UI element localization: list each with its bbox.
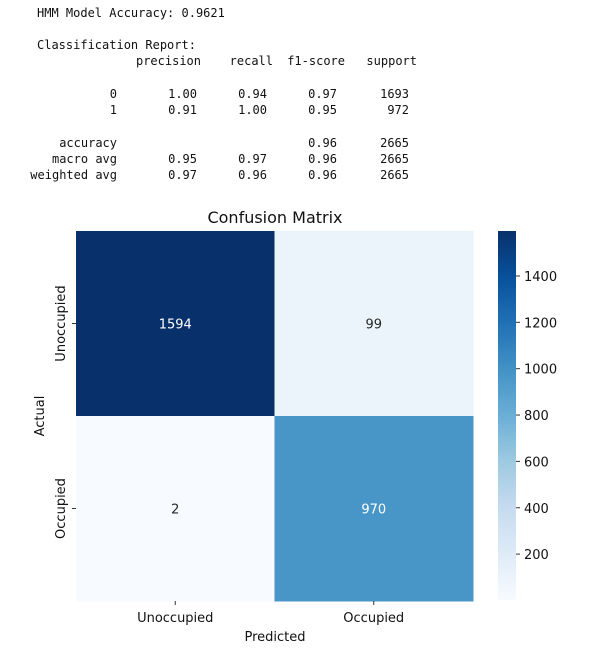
row-label-macro-avg: macro avg [51, 152, 117, 166]
heatmap-cell-value-1-0: 2 [171, 503, 179, 518]
row-weighted-support: 2665 [380, 168, 409, 182]
row-accuracy-f1: 0.96 [308, 136, 337, 150]
report-title: Classification Report: [37, 38, 196, 52]
accuracy-line: HMM Model Accuracy: 0.9621 [37, 6, 225, 20]
heatmap-cell-1-1 [274, 416, 474, 602]
row-label-0: 0 [109, 87, 117, 101]
row-label-weighted-avg: weighted avg [30, 168, 117, 182]
row-0-f1: 0.97 [308, 87, 337, 101]
row-macro-recall: 0.97 [238, 152, 267, 166]
colorbar-tick-label-0: 200 [524, 548, 549, 563]
heatmap-cell-value-1-1: 970 [361, 503, 386, 518]
row-weighted-recall: 0.96 [238, 168, 267, 182]
row-label-accuracy: accuracy [59, 136, 117, 150]
row-0-support: 1693 [380, 87, 409, 101]
row-1-support: 972 [387, 103, 409, 117]
chart-title: Confusion Matrix [207, 208, 342, 227]
row-weighted-f1: 0.96 [308, 168, 337, 182]
header-support: support [366, 54, 417, 68]
heatmap-cell-0-1 [274, 231, 474, 417]
row-1-recall: 1.00 [238, 103, 267, 117]
row-1-precision: 0.91 [168, 103, 197, 117]
x-tick-label-0: Unoccupied [137, 611, 213, 626]
colorbar-tick-label-1: 400 [524, 502, 549, 517]
heatmap-cell-1-0 [76, 416, 275, 602]
colorbar-tick-label-4: 1000 [524, 363, 557, 378]
x-tick-label-1: Occupied [343, 611, 404, 626]
header-precision: precision [135, 54, 201, 68]
header-f1-score: f1-score [287, 54, 345, 68]
row-macro-precision: 0.95 [168, 152, 197, 166]
y-tick-label-0: Unoccupied [54, 285, 69, 361]
colorbar-tick-label-6: 1400 [524, 270, 557, 285]
colorbar-tick-label-3: 800 [524, 409, 549, 424]
y-tick-label-1: Occupied [54, 478, 69, 539]
colorbar-tick-label-5: 1200 [524, 316, 557, 331]
row-label-1: 1 [109, 103, 117, 117]
heatmap-cell-value-0-1: 99 [365, 318, 382, 333]
heatmap-cell-0-0 [76, 231, 275, 417]
colorbar [498, 231, 516, 600]
row-0-recall: 0.94 [238, 87, 267, 101]
header-recall: recall [229, 54, 273, 68]
row-1-f1: 0.95 [308, 103, 337, 117]
row-0-precision: 1.00 [168, 87, 197, 101]
row-weighted-precision: 0.97 [168, 168, 197, 182]
row-macro-support: 2665 [380, 152, 409, 166]
row-accuracy-support: 2665 [380, 136, 409, 150]
colorbar-tick-label-2: 600 [524, 455, 549, 470]
x-axis-label: Predicted [244, 630, 305, 645]
y-axis-label: Actual [33, 396, 48, 437]
heatmap-cell-value-0-0: 1594 [159, 318, 192, 333]
row-macro-f1: 0.96 [308, 152, 337, 166]
